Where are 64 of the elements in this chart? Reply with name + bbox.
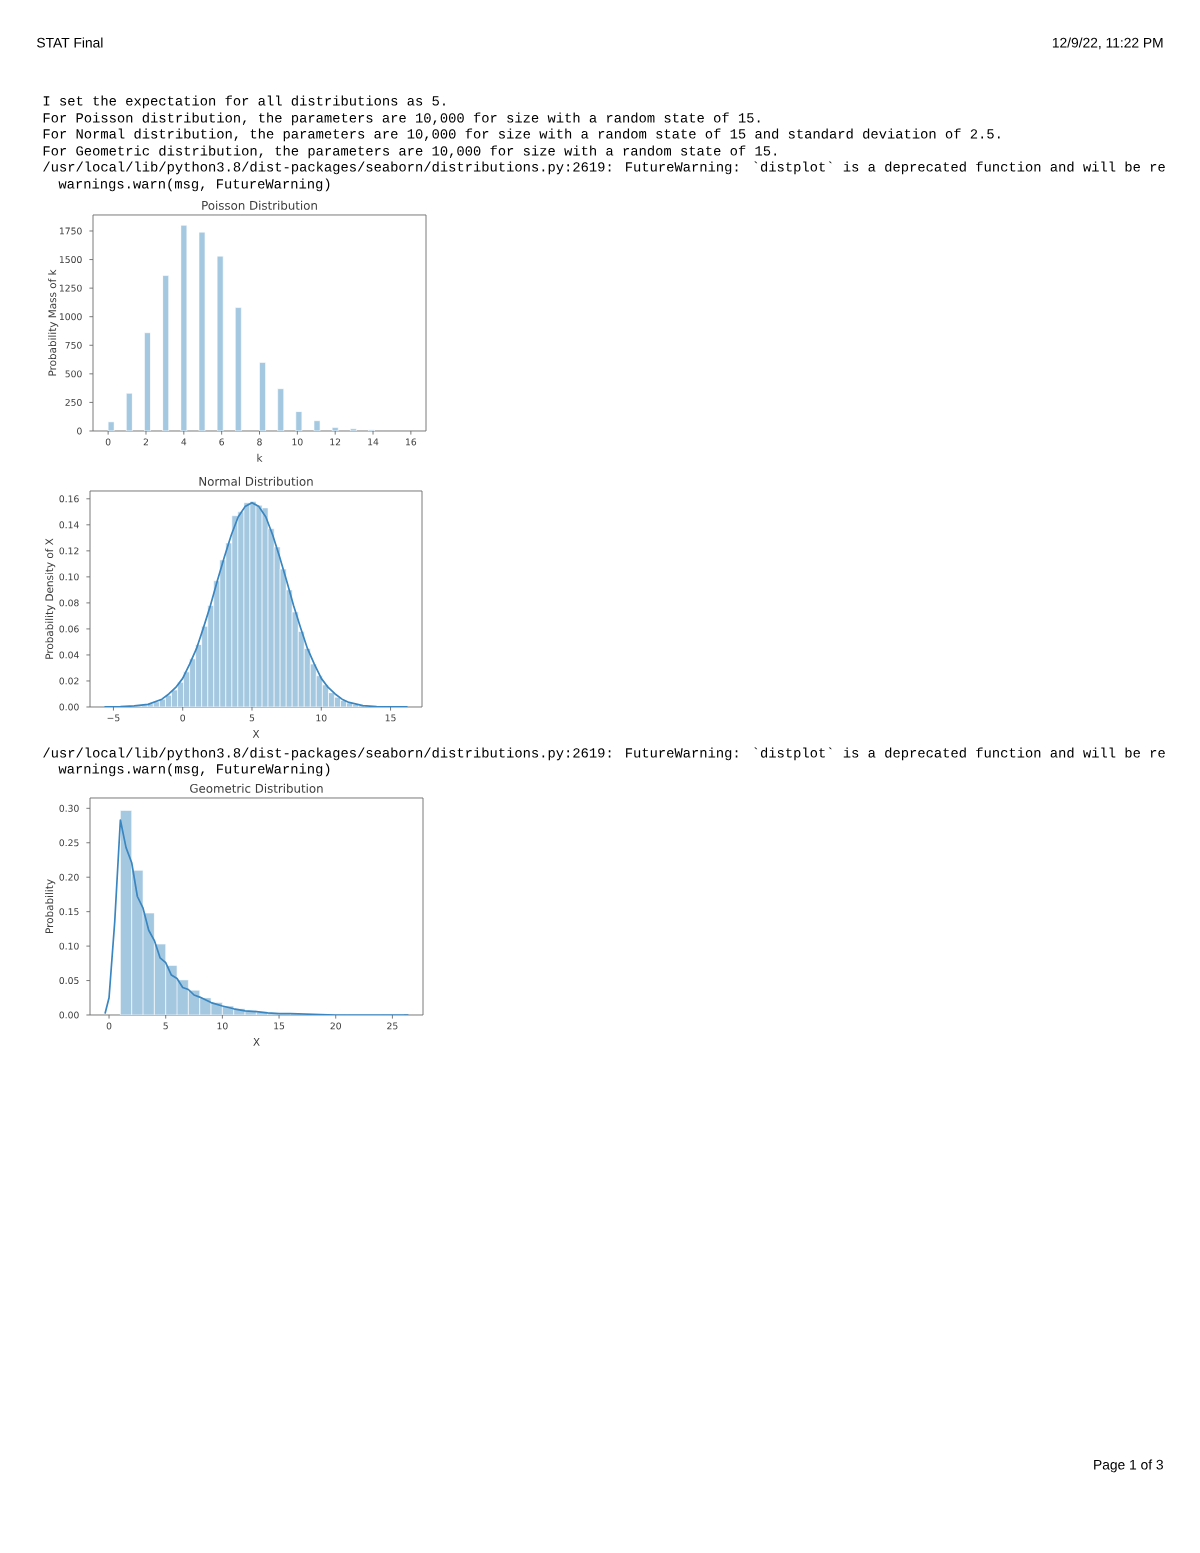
y-tick-label: 0.16 bbox=[59, 495, 79, 503]
text: Page 1 of 3 bbox=[1094, 1459, 1163, 1473]
x-tick-label: 4 bbox=[181, 438, 187, 446]
text: /usr/local/lib/python3.8/dist-packages/seaborn/distributions.py:2619: FutureWarning: `distplot` is a deprecated function and will be re bbox=[43, 161, 1165, 175]
y-tick-label: 0.10 bbox=[59, 942, 79, 950]
y-tick-label: 500 bbox=[65, 370, 82, 378]
y-tick-label: 1250 bbox=[59, 284, 82, 292]
y-tick-label: 0.00 bbox=[59, 1011, 79, 1019]
x-tick-label: 16 bbox=[406, 438, 417, 446]
x-tick-label: −5 bbox=[107, 714, 120, 722]
text: warnings.warn(msg, FutureWarning) bbox=[58, 178, 330, 192]
x-tick-label: 0 bbox=[106, 1022, 112, 1030]
text: /usr/local/lib/python3.8/dist-packages/seaborn/distributions.py:2619: FutureWarning: `distplot` is a deprecated function and will be re bbox=[43, 747, 1165, 761]
chart-title: Geometric Distribution bbox=[190, 783, 323, 793]
text: STAT Final bbox=[37, 37, 103, 48]
x-tick-label: 5 bbox=[163, 1022, 168, 1030]
text: warnings.warn(msg, FutureWarning) bbox=[58, 763, 330, 777]
y-tick-label: 0.15 bbox=[59, 908, 79, 916]
x-tick-label: 10 bbox=[316, 714, 327, 722]
y-axis-title: Probability Mass of k bbox=[48, 269, 59, 376]
y-tick-label: 0.14 bbox=[59, 521, 79, 529]
text: 12/9/22, 11:22 PM bbox=[1052, 37, 1163, 50]
x-tick-label: 5 bbox=[249, 714, 255, 722]
y-tick-label: 1000 bbox=[59, 313, 82, 321]
text: For Geometric distribution, the parameters are 10,000 for size with a random state of 15. bbox=[43, 145, 776, 159]
y-tick-label: 0.12 bbox=[59, 547, 79, 555]
y-tick-label: 0.30 bbox=[59, 804, 79, 812]
x-axis-title: k bbox=[257, 453, 263, 462]
y-tick-label: 1750 bbox=[59, 227, 82, 235]
x-tick-label: 12 bbox=[330, 438, 341, 446]
y-axis-title: Probability Density of X bbox=[45, 538, 56, 659]
x-tick-label: 14 bbox=[368, 438, 379, 446]
y-tick-label: 0.10 bbox=[59, 573, 79, 581]
text: For Normal distribution, the parameters are 10,000 for size with a random state of 15 and standard deviation of 2.5. bbox=[43, 128, 1000, 142]
x-tick-label: 2 bbox=[143, 438, 148, 446]
x-tick-label: 20 bbox=[330, 1022, 341, 1030]
x-axis-title: X bbox=[252, 730, 260, 738]
y-tick-label: 0.20 bbox=[59, 873, 79, 881]
y-tick-label: 1500 bbox=[59, 256, 82, 264]
y-tick-label: 750 bbox=[65, 341, 82, 349]
text: I set the expectation for all distributions as 5. bbox=[43, 95, 445, 109]
y-tick-label: 0.06 bbox=[59, 625, 79, 633]
y-tick-label: 0.00 bbox=[59, 703, 79, 711]
x-tick-label: 0 bbox=[105, 438, 111, 446]
y-tick-label: 0.05 bbox=[59, 977, 79, 985]
y-tick-label: 250 bbox=[65, 398, 82, 406]
y-tick-label: 0.08 bbox=[59, 599, 79, 607]
x-tick-label: 15 bbox=[385, 714, 396, 722]
x-tick-label: 10 bbox=[217, 1022, 228, 1030]
y-axis-title: Probability bbox=[45, 879, 56, 933]
y-tick-label: 0.02 bbox=[59, 677, 79, 685]
y-tick-label: 0.04 bbox=[59, 651, 79, 659]
chart-title: Normal Distribution bbox=[199, 476, 313, 486]
x-tick-label: 8 bbox=[257, 438, 262, 446]
y-tick-label: 0 bbox=[77, 427, 82, 435]
x-axis-title: X bbox=[253, 1038, 260, 1046]
x-tick-label: 25 bbox=[387, 1022, 398, 1030]
x-tick-label: 6 bbox=[219, 438, 225, 446]
x-tick-label: 0 bbox=[180, 714, 186, 722]
text: For Poisson distribution, the parameters are 10,000 for size with a random state of 15. bbox=[43, 112, 760, 126]
y-tick-label: 0.25 bbox=[59, 839, 79, 847]
chart-title: Poisson Distribution bbox=[202, 200, 317, 210]
x-tick-label: 15 bbox=[274, 1022, 285, 1030]
x-tick-label: 10 bbox=[292, 438, 303, 446]
